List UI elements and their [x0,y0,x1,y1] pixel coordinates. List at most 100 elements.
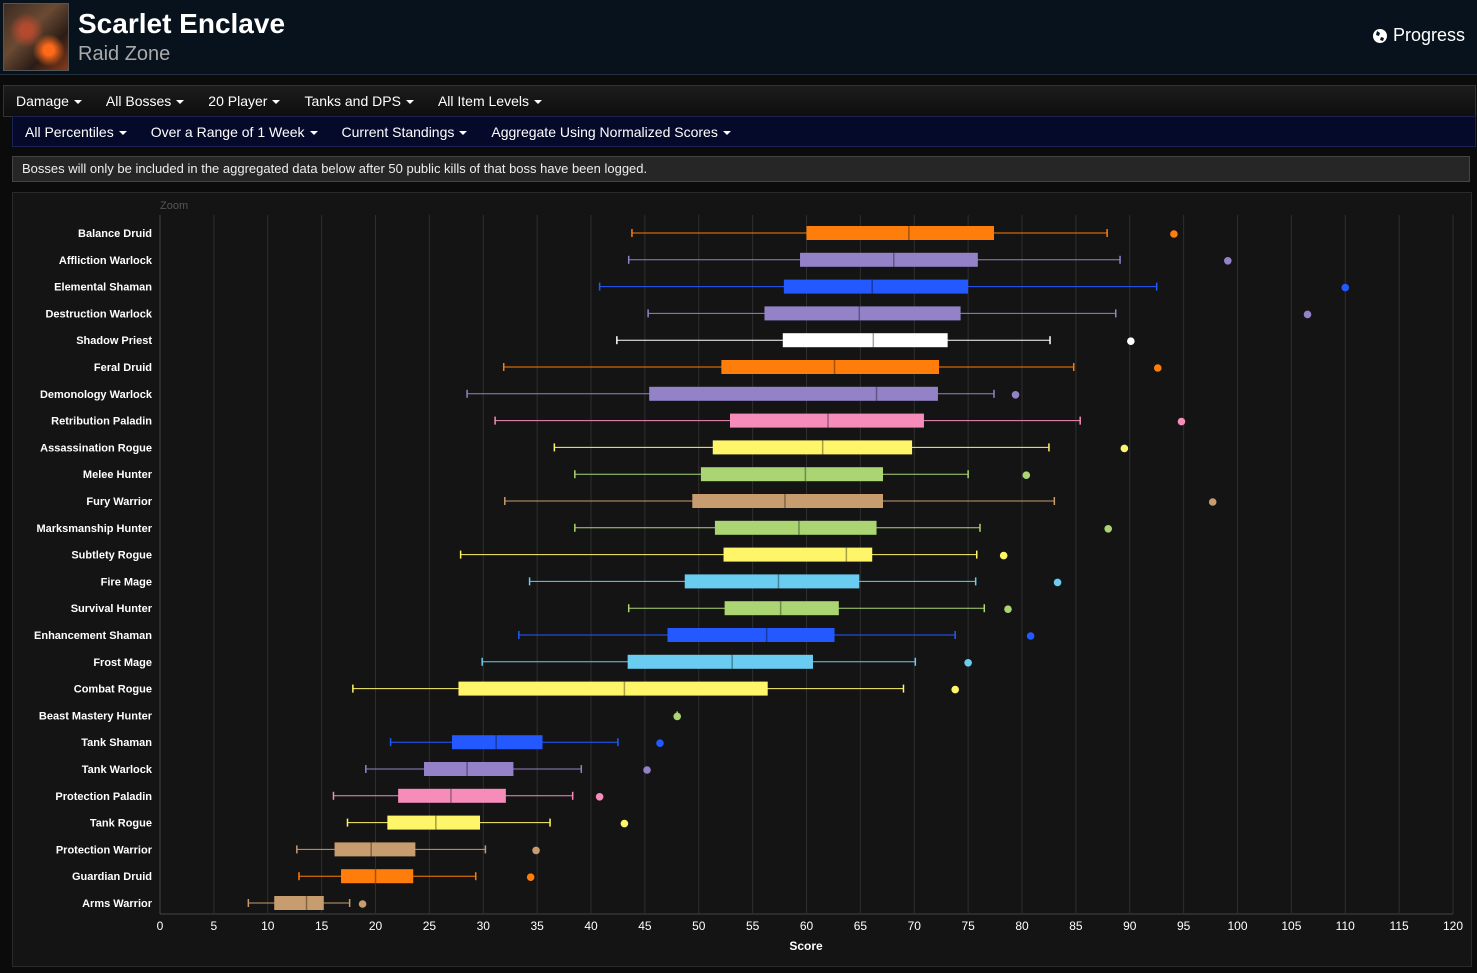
outlier-point [1104,525,1112,533]
class-box [673,711,681,721]
class-label: Protection Warrior [56,844,153,856]
outlier-point [964,659,972,667]
iqr-box [714,520,877,535]
x-tick-label: 65 [854,919,868,933]
outlier-point [1341,283,1350,292]
outlier-point [1303,310,1312,319]
iqr-box [723,547,873,562]
outlier-point [951,685,959,694]
item-level-dropdown[interactable]: All Item Levels [426,93,554,109]
outlier-point [656,739,664,747]
class-label: Marksmanship Hunter [36,523,152,535]
x-tick-label: 20 [369,919,383,933]
time-range-dropdown[interactable]: Over a Range of 1 Week [139,124,330,140]
class-box [528,574,1062,589]
x-tick-label: 95 [1177,919,1191,933]
x-axis-title: Score [789,939,823,953]
class-label: Survival Hunter [71,603,153,615]
box-series [247,226,1350,910]
zone-image [3,3,69,71]
outlier-point [620,819,629,828]
outlier-point [643,766,651,774]
boss-dropdown[interactable]: All Bosses [94,93,196,109]
class-label: Fire Mage [101,576,152,588]
class-label: Feral Druid [94,362,152,374]
class-box [502,360,1162,374]
class-label: Balance Druid [78,228,152,240]
outlier-point [1208,498,1217,506]
caret-down-icon [405,100,414,105]
iqr-box [341,869,414,884]
iqr-box [649,386,938,401]
iqr-box [387,815,481,830]
class-label: Enhancement Shaman [34,630,152,642]
class-box [247,896,367,910]
outlier-point [1026,632,1035,640]
class-box [459,547,1008,562]
class-box [574,520,1112,535]
iqr-box [274,896,324,910]
outlier-point [1153,364,1162,372]
role-dropdown[interactable]: Tanks and DPS [292,93,426,109]
caret-down-icon [73,100,82,105]
class-box [346,815,629,830]
iqr-box [667,628,835,642]
class-box [627,601,1012,616]
iqr-box [398,788,506,803]
x-tick-label: 110 [1336,919,1355,933]
x-tick-label: 35 [530,919,544,933]
x-tick-label: 40 [584,919,598,933]
x-axis-ticks: 0 5 10 15 20 25 30 35 40 45 50 55 60 65 70 75 80 85 90 95 10… [157,919,1464,933]
aggregate-dropdown-label: Aggregate Using Normalized Scores [491,123,718,140]
iqr-box [334,842,416,857]
class-box [647,306,1312,321]
standings-dropdown[interactable]: Current Standings [330,124,480,140]
metric-dropdown[interactable]: Damage [4,93,94,109]
class-label: Fury Warrior [86,496,152,508]
zoom-label[interactable]: Zoom [160,200,188,212]
time-range-dropdown-label: Over a Range of 1 Week [150,123,305,140]
class-box [494,413,1186,428]
caret-down-icon [118,130,127,135]
metric-dropdown-label: Damage [16,93,69,109]
raid-size-dropdown[interactable]: 20 Player [196,93,292,109]
progress-link[interactable]: Progress [1372,25,1465,46]
class-label: Combat Rogue [74,684,152,696]
iqr-box [783,279,969,294]
x-tick-label: 15 [315,919,329,933]
notice-banner: Bosses will only be included in the aggr… [12,156,1470,182]
class-box [598,279,1350,294]
x-tick-label: 75 [961,919,975,933]
iqr-box [782,333,948,348]
class-label: Frost Mage [93,657,152,669]
class-box [481,654,972,669]
class-label: Demonology Warlock [40,389,153,401]
class-box [466,386,1020,401]
x-tick-label: 105 [1281,919,1301,933]
class-label: Tank Shaman [81,737,152,749]
caret-down-icon [309,130,318,135]
outlier-point [1127,337,1135,345]
item-level-dropdown-label: All Item Levels [437,93,529,109]
iqr-box [721,360,940,374]
class-label: Tank Warlock [82,764,153,776]
iqr-box [700,467,884,482]
class-box [504,494,1217,508]
iqr-box [800,252,978,267]
percentile-dropdown[interactable]: All Percentiles [13,124,139,140]
iqr-box [458,681,768,696]
class-labels: Balance Druid Affliction Warlock Elemental… [34,228,153,910]
role-dropdown-label: Tanks and DPS [304,93,401,109]
class-label: Protection Paladin [55,791,152,803]
iqr-box [712,440,913,455]
class-box [389,735,664,750]
x-tick-label: 115 [1390,919,1409,933]
filter-bar-secondary: All Percentiles Over a Range of 1 Week C… [12,116,1476,147]
x-tick-label: 10 [261,919,275,933]
x-tick-label: 90 [1123,919,1137,933]
aggregate-dropdown[interactable]: Aggregate Using Normalized Scores [479,124,742,140]
class-box [365,762,651,776]
x-tick-label: 85 [1069,919,1083,933]
iqr-box [684,574,860,589]
iqr-box [806,226,994,240]
